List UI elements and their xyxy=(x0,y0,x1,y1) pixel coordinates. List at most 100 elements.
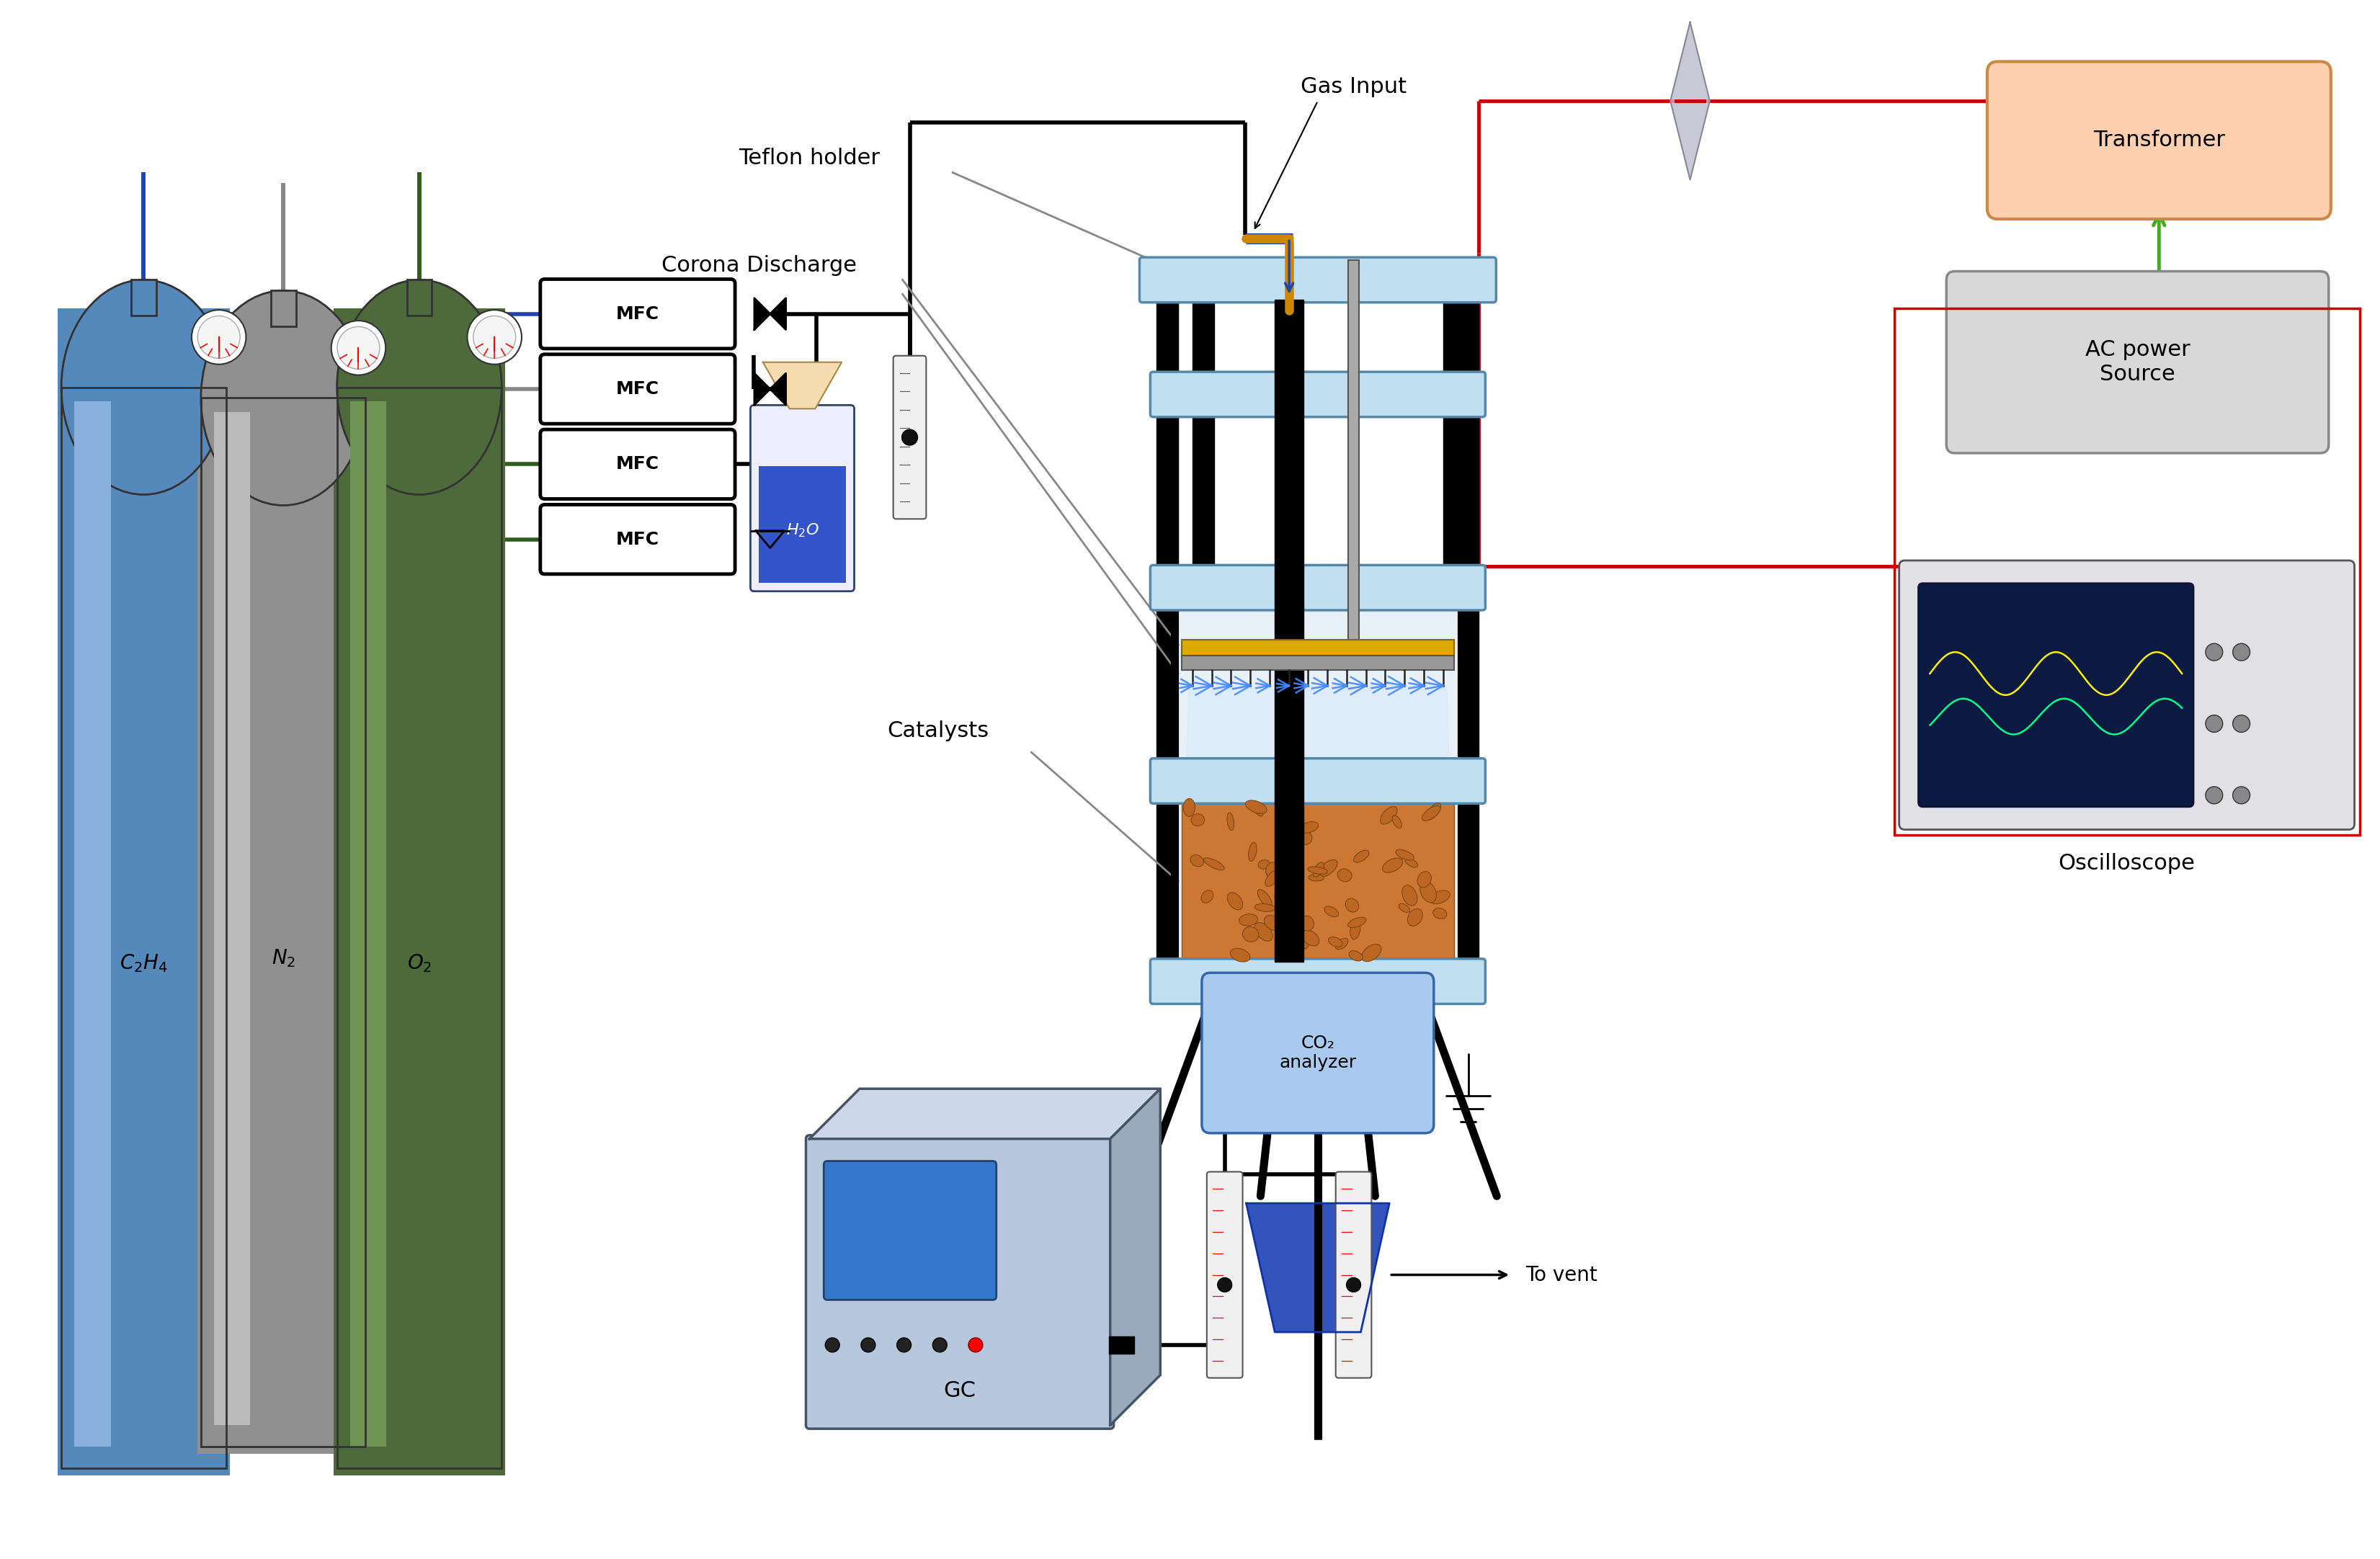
Ellipse shape xyxy=(1252,803,1264,817)
Ellipse shape xyxy=(1314,862,1323,878)
Circle shape xyxy=(933,1338,947,1352)
Text: Catalysts: Catalysts xyxy=(888,720,990,741)
Ellipse shape xyxy=(1407,909,1423,926)
Polygon shape xyxy=(1109,1088,1161,1425)
Bar xyxy=(214,412,250,1425)
Ellipse shape xyxy=(1421,881,1438,903)
Circle shape xyxy=(969,1338,983,1352)
Ellipse shape xyxy=(1245,800,1266,814)
Bar xyxy=(338,387,502,1469)
Ellipse shape xyxy=(1242,926,1259,942)
Ellipse shape xyxy=(1254,923,1273,942)
Polygon shape xyxy=(1247,1204,1390,1331)
Ellipse shape xyxy=(1328,937,1342,946)
Ellipse shape xyxy=(1202,890,1214,903)
Ellipse shape xyxy=(1266,870,1280,887)
Text: GC: GC xyxy=(942,1380,976,1402)
Ellipse shape xyxy=(1395,850,1414,861)
Bar xyxy=(62,387,226,1469)
FancyBboxPatch shape xyxy=(750,405,854,591)
Ellipse shape xyxy=(200,290,367,505)
Ellipse shape xyxy=(1299,934,1309,949)
Ellipse shape xyxy=(1290,920,1307,931)
Bar xyxy=(200,398,367,1447)
Ellipse shape xyxy=(1250,842,1257,861)
Bar xyxy=(1157,260,1178,1001)
Text: Gas Input: Gas Input xyxy=(1299,76,1407,97)
Text: $O_2$: $O_2$ xyxy=(407,953,431,974)
Ellipse shape xyxy=(1266,862,1280,879)
Circle shape xyxy=(826,1338,840,1352)
Bar xyxy=(1183,656,1454,670)
Ellipse shape xyxy=(1383,857,1402,873)
Text: $H_2O$: $H_2O$ xyxy=(785,522,819,539)
Text: MFC: MFC xyxy=(616,530,659,549)
Text: CO₂
analyzer: CO₂ analyzer xyxy=(1278,1034,1357,1071)
FancyBboxPatch shape xyxy=(1918,583,2194,806)
Bar xyxy=(338,387,502,1469)
Bar xyxy=(74,402,112,1447)
Text: MFC: MFC xyxy=(616,455,659,472)
Text: AC power
Source: AC power Source xyxy=(2085,340,2190,385)
FancyBboxPatch shape xyxy=(1899,561,2354,829)
Polygon shape xyxy=(764,362,843,408)
Text: Teflon holder: Teflon holder xyxy=(738,148,881,168)
FancyBboxPatch shape xyxy=(540,505,735,574)
Ellipse shape xyxy=(62,281,226,494)
Polygon shape xyxy=(1185,686,1449,797)
FancyBboxPatch shape xyxy=(1987,61,2330,218)
Ellipse shape xyxy=(1276,890,1295,904)
Ellipse shape xyxy=(1228,812,1235,831)
Ellipse shape xyxy=(1302,931,1319,946)
Ellipse shape xyxy=(1433,907,1447,918)
Bar xyxy=(350,402,386,1447)
Polygon shape xyxy=(754,373,785,405)
Ellipse shape xyxy=(1309,875,1323,881)
Circle shape xyxy=(466,310,521,365)
Circle shape xyxy=(2206,644,2223,661)
Circle shape xyxy=(474,316,516,359)
Text: $N_2$: $N_2$ xyxy=(271,948,295,968)
Bar xyxy=(759,466,845,583)
Ellipse shape xyxy=(1278,937,1295,946)
Bar xyxy=(200,398,367,1447)
Bar xyxy=(62,387,226,1469)
FancyBboxPatch shape xyxy=(1150,564,1485,610)
Ellipse shape xyxy=(1204,857,1223,870)
FancyBboxPatch shape xyxy=(540,429,735,499)
Text: MFC: MFC xyxy=(616,306,659,323)
Bar xyxy=(1183,801,1454,962)
FancyBboxPatch shape xyxy=(1947,271,2328,454)
Ellipse shape xyxy=(1347,917,1366,928)
Ellipse shape xyxy=(1349,920,1361,939)
Ellipse shape xyxy=(1399,904,1409,912)
Ellipse shape xyxy=(1276,854,1292,868)
Bar xyxy=(333,309,505,1475)
Ellipse shape xyxy=(1292,917,1302,928)
Polygon shape xyxy=(1671,22,1709,179)
Circle shape xyxy=(2232,716,2249,733)
Polygon shape xyxy=(754,298,785,329)
Circle shape xyxy=(331,321,386,376)
FancyBboxPatch shape xyxy=(1150,758,1485,803)
Circle shape xyxy=(2206,787,2223,804)
Ellipse shape xyxy=(338,281,502,494)
Bar xyxy=(1192,260,1214,1001)
Ellipse shape xyxy=(1345,898,1359,912)
Circle shape xyxy=(902,429,919,446)
FancyBboxPatch shape xyxy=(540,354,735,424)
Circle shape xyxy=(338,327,381,369)
Bar xyxy=(57,309,228,1475)
Circle shape xyxy=(193,310,245,365)
Circle shape xyxy=(198,316,240,359)
Bar xyxy=(198,320,369,1455)
Ellipse shape xyxy=(1349,951,1364,960)
Ellipse shape xyxy=(1354,850,1368,862)
Ellipse shape xyxy=(1426,803,1440,820)
Ellipse shape xyxy=(1299,915,1314,931)
Ellipse shape xyxy=(1240,914,1257,926)
Ellipse shape xyxy=(1392,815,1402,828)
Ellipse shape xyxy=(1323,906,1338,917)
FancyBboxPatch shape xyxy=(1140,257,1497,302)
Text: MFC: MFC xyxy=(616,380,659,398)
